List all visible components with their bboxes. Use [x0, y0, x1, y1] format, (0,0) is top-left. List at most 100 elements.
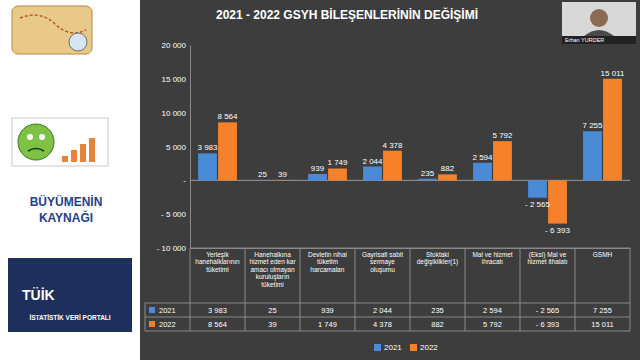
x-tick: Mal ve hizmetihracatı — [472, 251, 512, 265]
section-title: BÜYÜMENİNKAYNAĞI — [30, 194, 103, 225]
data-label: - 2 565 — [525, 200, 550, 209]
table-cell: 2 044 — [373, 306, 392, 315]
tick-label-line: hanehalklarının — [195, 258, 240, 265]
section-title-line: KAYNAĞI — [39, 210, 93, 225]
bars — [198, 79, 622, 224]
compass-icon — [69, 33, 87, 51]
bar — [198, 153, 217, 180]
legend-label: 2022 — [420, 343, 438, 352]
table-line — [145, 303, 146, 331]
tick-label-line: tüketimi — [206, 266, 228, 273]
logo-box — [8, 258, 132, 332]
data-label: 235 — [421, 169, 435, 178]
legend-key — [410, 344, 417, 351]
bar — [493, 141, 512, 180]
table-cell: 939 — [321, 306, 334, 315]
y-tick: 10 000 — [162, 109, 190, 118]
bar — [548, 180, 567, 223]
data-label: 2 594 — [472, 153, 493, 162]
table-cell: 235 — [431, 306, 444, 315]
table-row-header: 2022 — [159, 320, 176, 329]
bar — [383, 151, 402, 181]
x-tick: Gayrisafi sabitsermayeoluşumu — [362, 251, 403, 274]
y-tick: 15 000 — [162, 75, 190, 84]
tick-label: Mal ve hizmetihracatı — [472, 251, 512, 265]
icon-bar — [80, 144, 86, 162]
bar — [418, 179, 437, 181]
tick-label-line: tüketimi — [261, 281, 283, 288]
tick-label-line: hizmet eden kar — [249, 258, 296, 265]
data-label: 3 983 — [197, 143, 218, 152]
table-line — [145, 303, 630, 304]
table-line — [145, 331, 630, 332]
smiley-eye — [39, 134, 45, 140]
section-title-line: BÜYÜMENİN — [30, 194, 103, 209]
bar — [308, 174, 327, 180]
axis-line — [191, 248, 631, 249]
x-tick: Stoktakideğişiklikler(1) — [417, 251, 459, 266]
tick-label: 15 000 — [162, 75, 187, 84]
bar — [363, 167, 382, 181]
table-cell: 39 — [268, 320, 276, 329]
bar — [273, 180, 292, 181]
smiley-mouth — [28, 149, 44, 152]
name-strip — [562, 36, 636, 44]
table-line — [355, 248, 356, 331]
table-line — [465, 248, 466, 331]
table-cell: 1 749 — [318, 320, 337, 329]
data-label: 1 749 — [327, 158, 348, 167]
table-row-header: 2021 — [159, 306, 176, 315]
y-tick: - 5 000 — [161, 210, 190, 219]
tick-label-line: Stoktaki — [426, 251, 449, 258]
table-line — [190, 248, 191, 331]
tick-label: GSMH — [593, 251, 613, 258]
tick-label: Hanehalkınahizmet eden karamacı olmayank… — [249, 251, 296, 288]
table-legend-key — [149, 321, 155, 327]
x-tick: Yerleşikhanehalklarınıntüketimi — [195, 251, 240, 273]
table-cell: - 2 565 — [536, 306, 559, 315]
map-route — [20, 15, 86, 33]
bar — [328, 168, 347, 180]
tick-label-line: değişiklikler(1) — [417, 258, 459, 266]
data-label: 939 — [311, 164, 325, 173]
page: {"chart_data": { "type": "bar", "title":… — [0, 0, 640, 360]
y-tick: - — [183, 176, 190, 185]
smiley-eye — [27, 134, 33, 140]
table-cell: 7 255 — [593, 306, 612, 315]
y-tick: - 10 000 — [157, 244, 190, 253]
presenter-body — [584, 30, 614, 36]
tick-label: Stoktakideğişiklikler(1) — [417, 251, 459, 266]
tick-label: - — [183, 176, 186, 185]
data-label: - 6 393 — [545, 226, 570, 235]
tick-label-line: Mal ve hizmet — [472, 251, 512, 258]
legend-label: 2021 — [384, 343, 402, 352]
legend: 2021 2022 — [374, 343, 438, 352]
data-label: 4 378 — [382, 141, 403, 150]
tick-label: 5 000 — [166, 143, 187, 152]
tick-label-line: Devletin nihai — [308, 251, 347, 258]
tick-label: (Eksi) Mal vehizmet ithalatı — [527, 251, 567, 265]
tick-label: 20 000 — [162, 41, 187, 50]
bar — [253, 180, 272, 181]
data-table: 20213 983259392 0442352 594- 2 5657 2552… — [145, 248, 630, 331]
data-label: 25 — [258, 170, 267, 179]
slide: BÜYÜMENİNKAYNAĞITÜİKİSTATİSTİK VERİ PORT… — [0, 0, 640, 360]
table-cell: 2 594 — [483, 306, 502, 315]
table-cell: 8 564 — [208, 320, 227, 329]
table-line — [190, 248, 630, 249]
tick-label-line: tüketim — [317, 258, 338, 265]
table-line — [630, 248, 631, 331]
sidebar: BÜYÜMENİNKAYNAĞITÜİKİSTATİSTİK VERİ PORT… — [8, 6, 132, 332]
portal-text: İSTATİSTİK VERİ PORTALI — [29, 314, 110, 321]
table-line — [410, 248, 411, 331]
tick-label-line: hizmet ithalatı — [527, 258, 567, 265]
legend-key — [374, 344, 381, 351]
chart-background — [140, 0, 640, 360]
bar — [473, 163, 492, 181]
data-labels: 3 983259392 0442352 594- 2 5657 2558 564… — [197, 69, 625, 235]
tick-label: Devletin nihaitüketimharcamaları — [308, 251, 347, 273]
icon-bar — [71, 150, 77, 162]
y-axis: - 10 000 - 5 000 - 5 000 10 000 15 000 20 000 — [157, 41, 191, 253]
x-tick: Hanehalkınahizmet eden karamacı olmayank… — [249, 251, 296, 288]
data-label: 5 792 — [492, 131, 513, 140]
